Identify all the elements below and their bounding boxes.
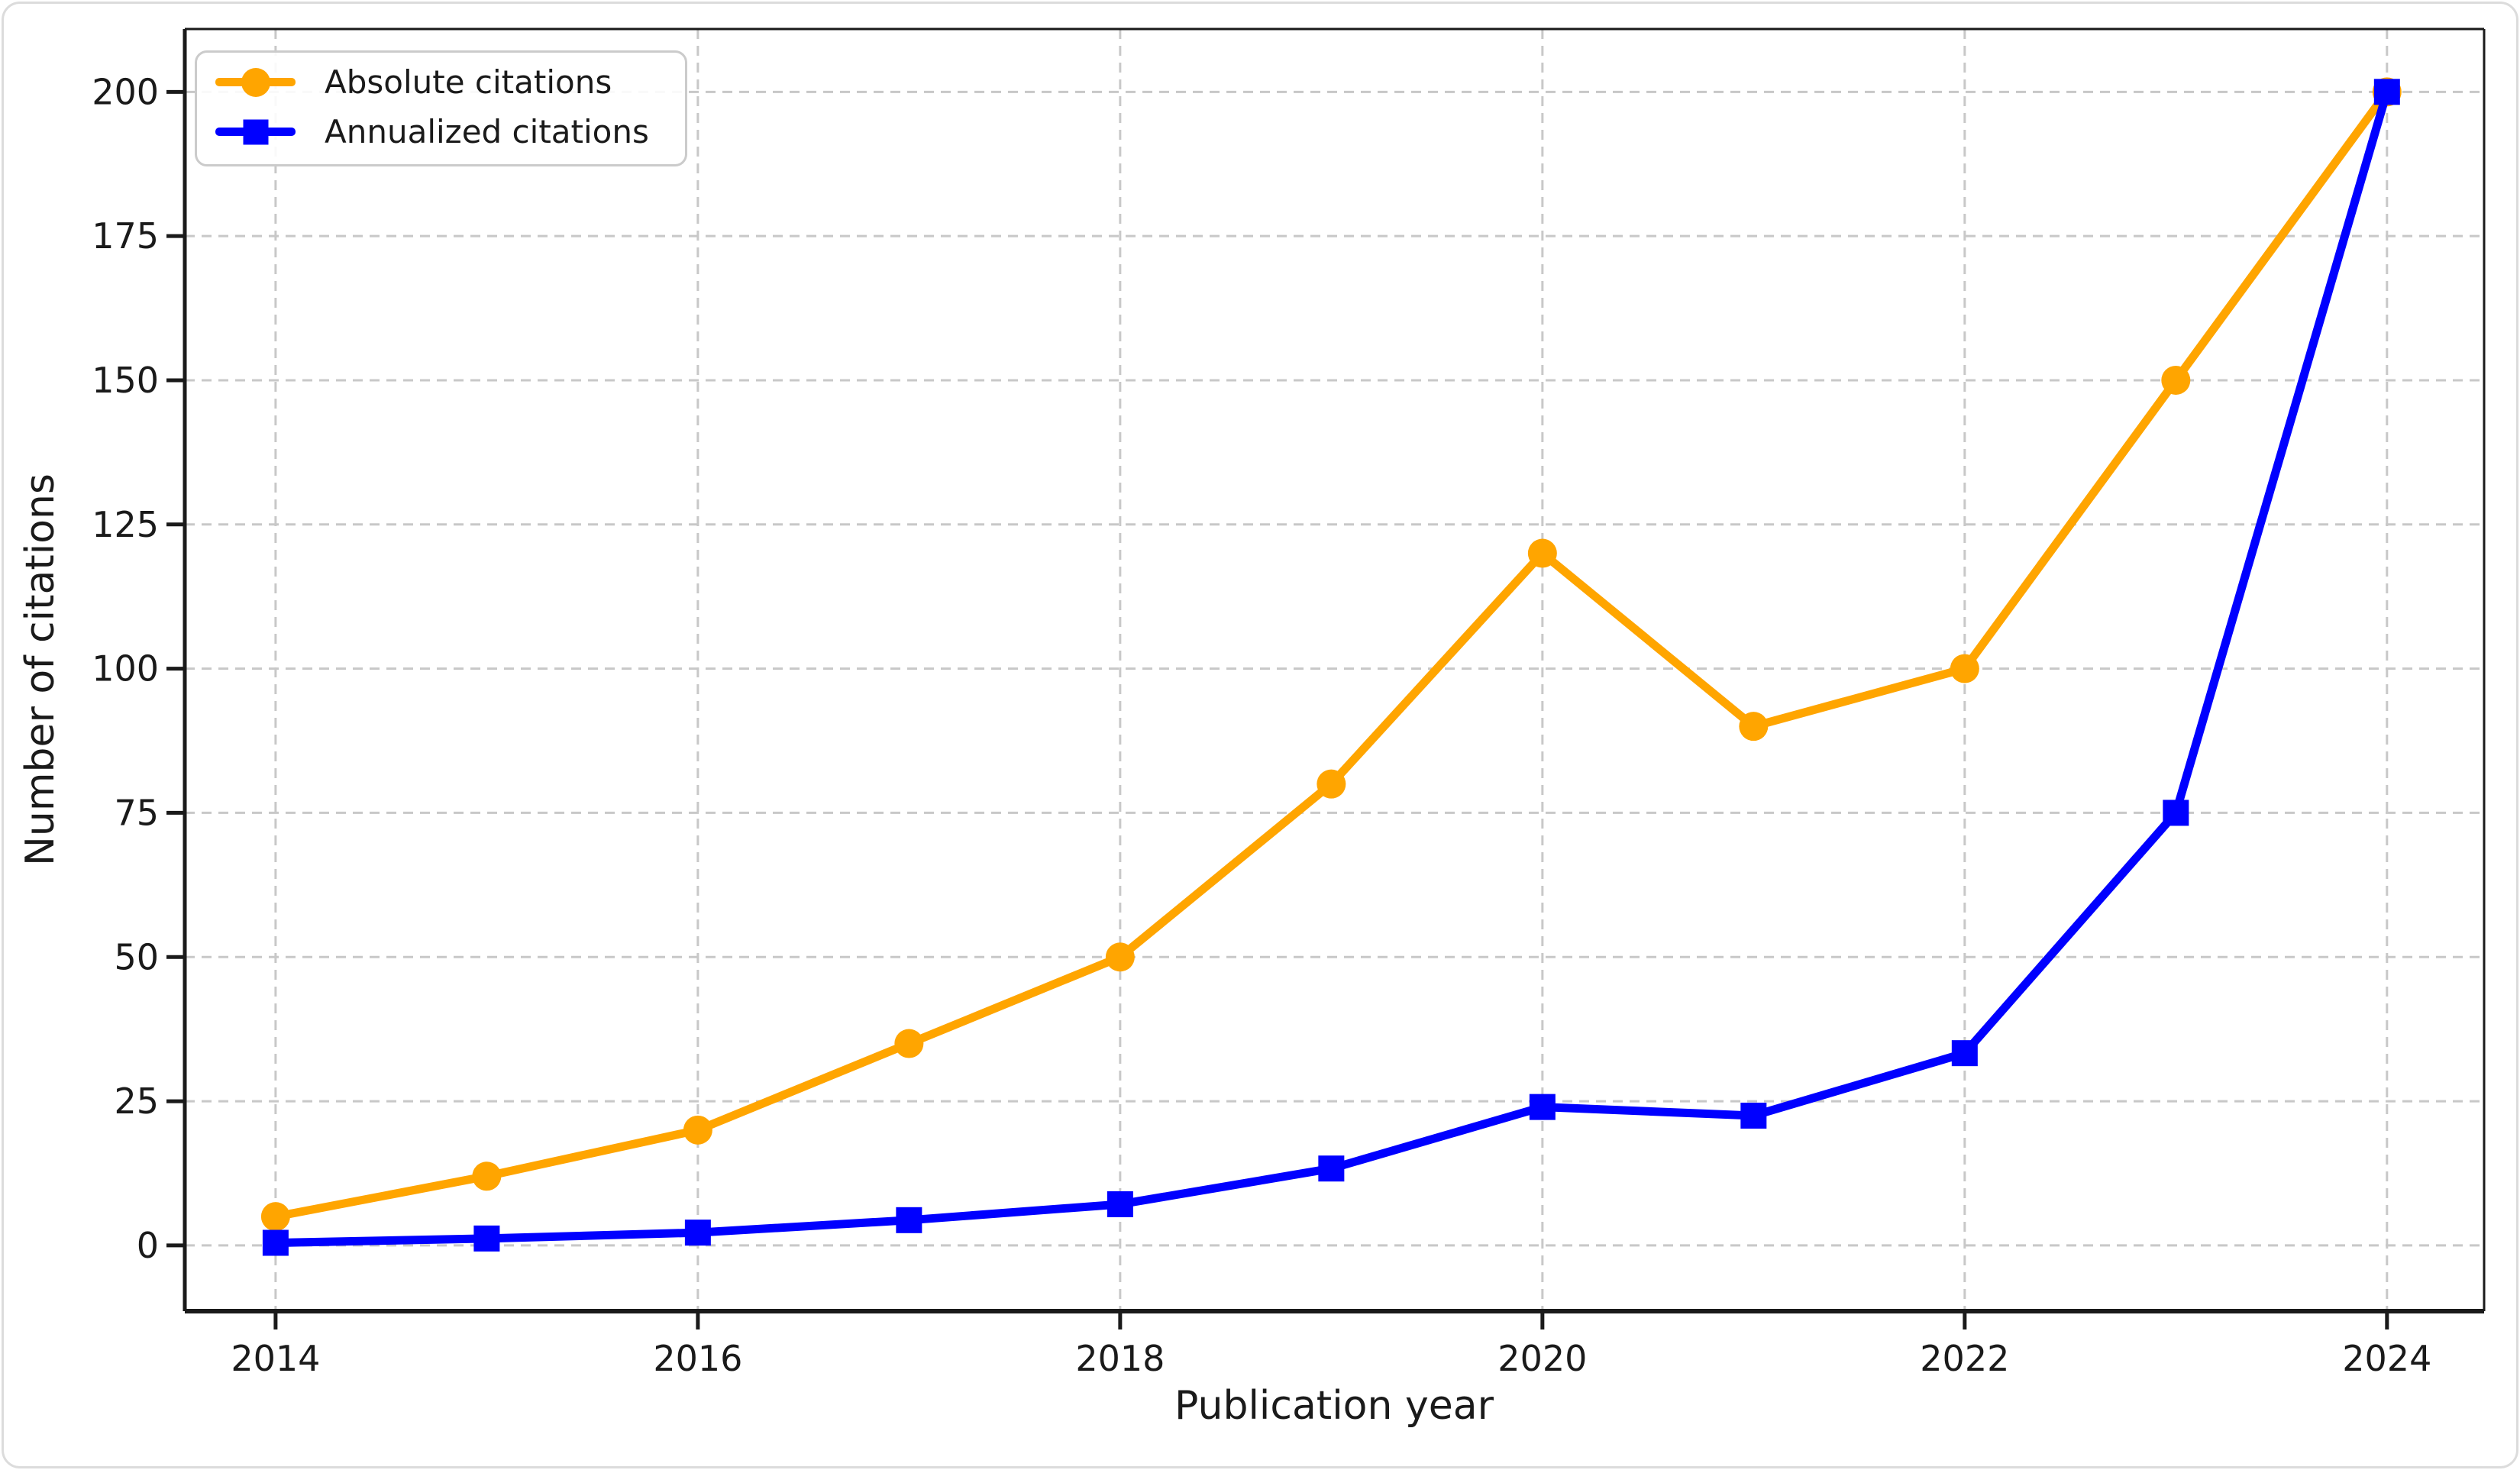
legend-circle-marker-icon <box>241 67 270 97</box>
legend-sample-line <box>215 117 296 147</box>
y-tick-label: 75 <box>114 792 159 833</box>
data-point-annualized-citations <box>262 1229 289 1256</box>
data-point-annualized-citations <box>896 1207 922 1233</box>
data-point-absolute-citations <box>1527 538 1557 568</box>
legend-square-marker-icon <box>243 119 268 144</box>
data-point-absolute-citations <box>1739 712 1769 741</box>
legend-label: Annualized citations <box>325 113 649 150</box>
data-point-absolute-citations <box>260 1202 290 1232</box>
data-point-annualized-citations <box>473 1225 500 1252</box>
x-tick-label: 2020 <box>1497 1338 1587 1379</box>
y-tick-label: 25 <box>114 1081 159 1122</box>
data-point-absolute-citations <box>894 1029 924 1058</box>
x-tick-label: 2022 <box>1920 1338 2009 1379</box>
y-tick-label: 125 <box>92 504 159 545</box>
data-point-annualized-citations <box>2163 800 2189 826</box>
data-point-absolute-citations <box>472 1161 502 1191</box>
y-tick-label: 100 <box>92 648 159 690</box>
series-layer <box>260 77 2402 1256</box>
y-axis-title: Number of citations <box>18 473 63 866</box>
data-point-annualized-citations <box>1529 1094 1556 1120</box>
series-line-absolute-citations <box>271 87 2392 1221</box>
data-point-absolute-citations <box>2161 365 2191 395</box>
legend-label: Absolute citations <box>325 63 612 101</box>
legend-item: Annualized citations <box>215 107 664 157</box>
legend-item: Absolute citations <box>215 57 664 107</box>
y-tick-label: 50 <box>114 936 159 977</box>
y-tick-label: 0 <box>137 1225 159 1266</box>
tick-layer: 2014 2016 2018 2020 2022 2024 0 25 50 75 100 125 150… <box>92 71 2431 1379</box>
data-point-absolute-citations <box>1105 942 1135 972</box>
series-line-annualized-citations <box>271 87 2392 1247</box>
x-tick-label: 2024 <box>2342 1338 2431 1379</box>
data-point-annualized-citations <box>1107 1191 1133 1217</box>
axes-spines <box>183 27 2486 1313</box>
y-tick-label: 150 <box>92 360 159 401</box>
y-tick-label: 200 <box>92 71 159 112</box>
x-tick-label: 2016 <box>653 1338 742 1379</box>
grid-layer <box>185 29 2484 1311</box>
y-tick-label: 175 <box>92 215 159 257</box>
data-point-annualized-citations <box>1318 1155 1345 1182</box>
x-tick-label: 2018 <box>1075 1338 1165 1379</box>
legend-sample-line <box>215 67 296 98</box>
x-axis-title: Publication year <box>1174 1383 1494 1429</box>
data-point-absolute-citations <box>683 1115 712 1145</box>
data-point-absolute-citations <box>1950 654 1979 683</box>
data-point-annualized-citations <box>1740 1102 1767 1129</box>
data-point-annualized-citations <box>1951 1040 1978 1067</box>
legend: Absolute citations Annualized citations <box>195 50 687 166</box>
data-point-absolute-citations <box>1317 769 1346 799</box>
data-point-annualized-citations <box>684 1220 711 1246</box>
x-tick-label: 2014 <box>231 1338 320 1379</box>
data-point-annualized-citations <box>2373 79 2400 105</box>
